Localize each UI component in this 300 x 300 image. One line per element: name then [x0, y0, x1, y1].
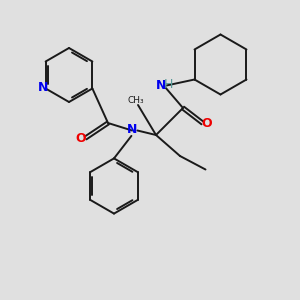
Text: N: N — [38, 81, 49, 94]
Text: N: N — [127, 123, 137, 136]
Text: O: O — [76, 132, 86, 145]
Text: CH₃: CH₃ — [127, 96, 144, 105]
Text: H: H — [164, 77, 173, 91]
Text: O: O — [202, 117, 212, 130]
Text: N: N — [156, 79, 167, 92]
